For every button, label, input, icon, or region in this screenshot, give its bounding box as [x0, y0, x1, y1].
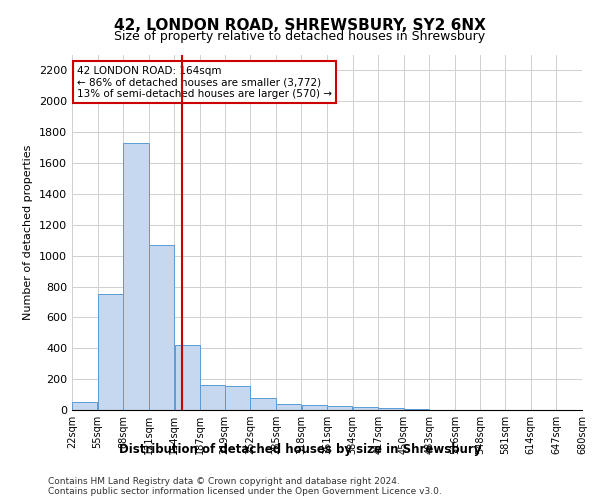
Bar: [250, 398, 275, 410]
Text: Contains HM Land Registry data © Crown copyright and database right 2024.: Contains HM Land Registry data © Crown c…: [48, 478, 400, 486]
Bar: [404, 409, 429, 410]
Y-axis label: Number of detached properties: Number of detached properties: [23, 145, 34, 320]
Text: Size of property relative to detached houses in Shrewsbury: Size of property relative to detached ho…: [115, 30, 485, 43]
Bar: [98, 294, 123, 410]
Bar: [72, 402, 97, 410]
Text: Distribution of detached houses by size in Shrewsbury: Distribution of detached houses by size …: [119, 442, 481, 456]
Bar: [200, 386, 225, 410]
Bar: [276, 404, 301, 410]
Bar: [379, 408, 404, 410]
Bar: [353, 407, 378, 410]
Bar: [302, 404, 327, 410]
Bar: [124, 143, 149, 410]
Bar: [175, 345, 200, 410]
Text: 42 LONDON ROAD: 164sqm
← 86% of detached houses are smaller (3,772)
13% of semi-: 42 LONDON ROAD: 164sqm ← 86% of detached…: [77, 66, 332, 99]
Bar: [149, 245, 174, 410]
Bar: [327, 406, 352, 410]
Text: Contains public sector information licensed under the Open Government Licence v3: Contains public sector information licen…: [48, 488, 442, 496]
Bar: [225, 386, 250, 410]
Text: 42, LONDON ROAD, SHREWSBURY, SY2 6NX: 42, LONDON ROAD, SHREWSBURY, SY2 6NX: [114, 18, 486, 32]
